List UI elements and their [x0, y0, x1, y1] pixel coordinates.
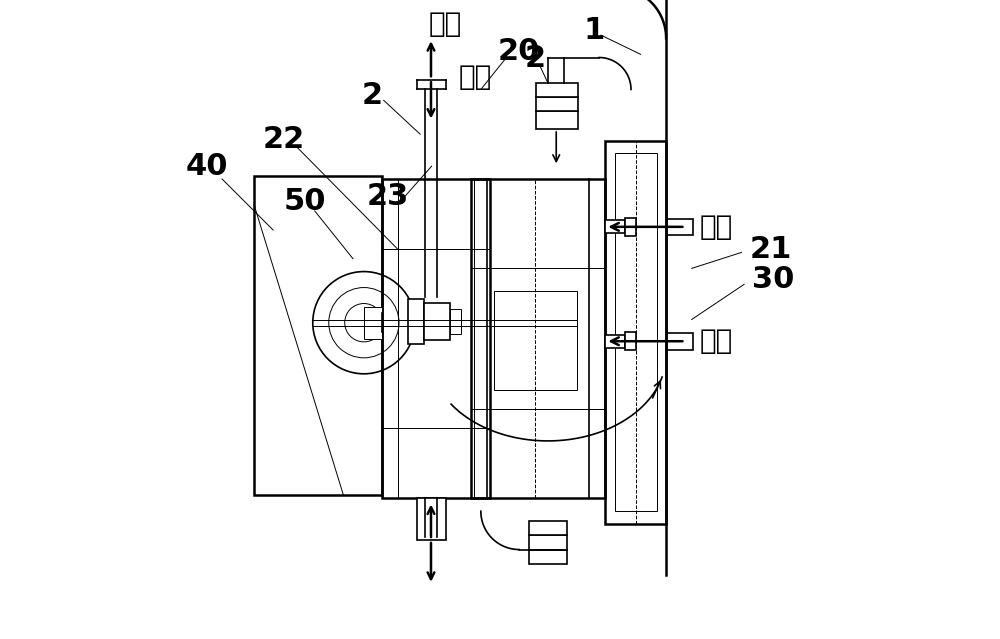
Bar: [417, 498, 446, 540]
Bar: [494, 291, 577, 390]
Text: 21: 21: [749, 235, 792, 264]
Text: 空气: 空气: [429, 10, 462, 38]
Bar: [450, 309, 461, 334]
Text: 22: 22: [263, 125, 305, 154]
Bar: [529, 521, 567, 535]
Text: 1: 1: [584, 15, 605, 45]
Bar: [254, 176, 382, 495]
Bar: [529, 550, 567, 564]
Bar: [408, 299, 424, 344]
Text: 供脂: 供脂: [699, 213, 733, 241]
Bar: [605, 335, 625, 348]
Text: 供脂: 供脂: [699, 327, 733, 355]
Bar: [364, 307, 382, 339]
Text: 排脂: 排脂: [458, 63, 492, 91]
Bar: [625, 332, 636, 350]
Bar: [529, 535, 567, 550]
Bar: [667, 219, 693, 235]
Bar: [536, 83, 578, 97]
Text: 40: 40: [186, 151, 229, 181]
Text: 23: 23: [367, 181, 409, 211]
Bar: [536, 111, 578, 129]
Text: 30: 30: [752, 265, 795, 295]
Bar: [471, 179, 605, 498]
Bar: [536, 97, 578, 111]
Bar: [424, 303, 450, 340]
Bar: [605, 141, 666, 524]
Text: 50: 50: [284, 187, 326, 216]
Bar: [382, 179, 490, 498]
Bar: [667, 333, 693, 350]
Bar: [605, 220, 625, 233]
Text: 20: 20: [498, 36, 540, 66]
Text: 2: 2: [362, 81, 383, 111]
Bar: [625, 218, 636, 236]
Bar: [615, 153, 657, 511]
Text: 2: 2: [525, 44, 546, 73]
